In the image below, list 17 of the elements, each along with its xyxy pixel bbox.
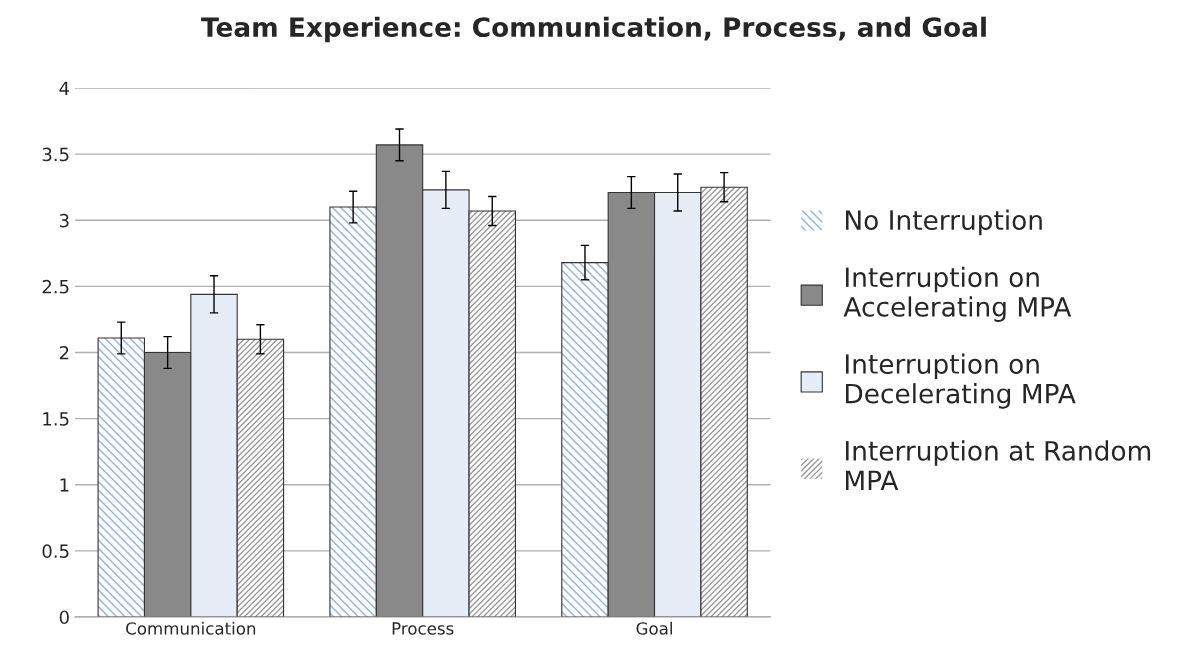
- x-tick-label: Communication: [126, 621, 256, 635]
- y-tick-label: 2: [59, 345, 69, 360]
- y-tick-label: 1: [60, 478, 69, 492]
- legend-label: Interruption at Random MPA: [845, 440, 1151, 490]
- y-tick-label: 3: [59, 213, 69, 228]
- y-tick-label: 1.5: [43, 412, 69, 426]
- legend-label: Interruption on Decelerating MPA: [845, 353, 1076, 409]
- y-tick-label: 3.5: [42, 147, 69, 162]
- y-tick-label: 0: [59, 610, 69, 625]
- legend-label: No Interruption: [845, 209, 1042, 236]
- y-tick-label: 0.5: [42, 544, 69, 558]
- x-tick-label: Process: [392, 622, 454, 635]
- x-tick-label: Goal: [636, 621, 672, 635]
- y-tick-label: 4: [59, 81, 70, 95]
- y-tick-label: 2.5: [42, 279, 69, 294]
- chart-title: Team Experience: Communication, Process, and Goal: [201, 16, 986, 43]
- legend-label: Interruption on Accelerating MPA: [843, 266, 1072, 322]
